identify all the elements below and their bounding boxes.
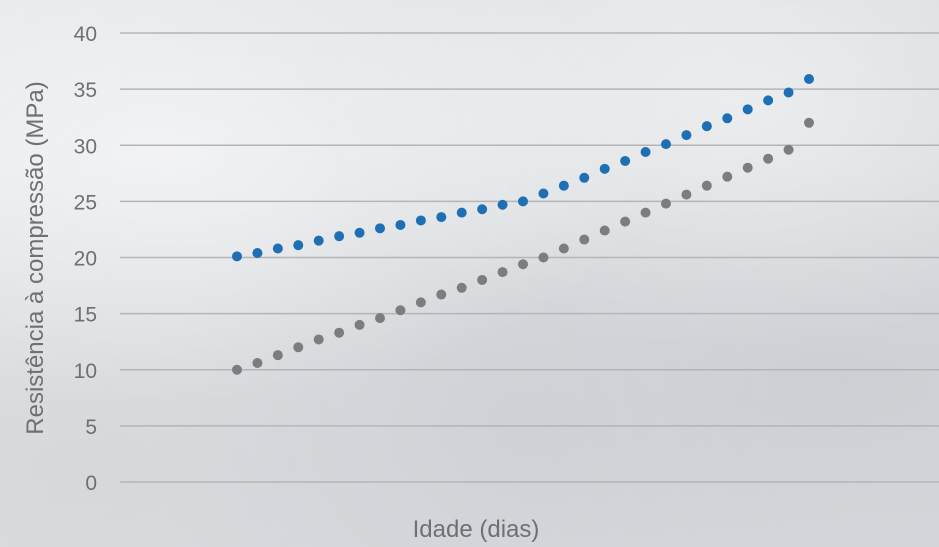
data-point	[742, 162, 753, 173]
data-point	[272, 243, 283, 254]
data-point	[497, 199, 508, 210]
y-tick-label: 10	[74, 360, 97, 383]
data-point	[334, 231, 345, 242]
data-point	[538, 188, 549, 199]
data-point	[375, 223, 385, 234]
data-point	[579, 172, 590, 183]
data-point	[599, 163, 610, 174]
data-point	[558, 180, 569, 191]
data-point	[518, 196, 528, 207]
data-point	[722, 113, 733, 124]
y-tick-label: 25	[74, 191, 97, 214]
y-tick-label: 5	[85, 416, 97, 439]
data-point	[415, 297, 426, 308]
data-point	[640, 207, 651, 218]
series-1	[232, 74, 814, 262]
data-point	[477, 204, 488, 215]
data-point	[701, 121, 712, 132]
data-point	[313, 334, 324, 345]
data-point	[497, 267, 508, 278]
y-tick-label: 15	[74, 304, 97, 327]
data-series	[232, 74, 814, 375]
y-tick-label: 40	[74, 23, 97, 46]
data-point	[701, 180, 712, 191]
data-point	[232, 251, 242, 262]
data-point	[252, 248, 263, 259]
data-point	[477, 274, 488, 285]
data-point	[538, 252, 549, 263]
data-point	[272, 350, 283, 361]
data-point	[722, 171, 733, 182]
data-point	[804, 117, 814, 128]
data-point	[232, 364, 242, 375]
series-2	[232, 117, 814, 375]
data-point	[456, 207, 467, 218]
y-tick-label: 20	[74, 248, 97, 271]
data-point	[558, 243, 569, 254]
y-tick-label: 35	[74, 79, 97, 102]
y-tick-labels: 0 5 10 15 20 25 30 35 40	[74, 23, 97, 495]
x-axis-title: Idade (dias)	[413, 516, 540, 543]
y-axis-title: Resistência à compressão (MPa)	[22, 81, 49, 434]
data-point	[354, 227, 365, 238]
data-point	[763, 153, 774, 164]
data-point	[313, 235, 324, 246]
data-point	[661, 198, 671, 209]
data-point	[763, 95, 774, 106]
data-point	[415, 215, 426, 226]
y-tick-label: 30	[74, 135, 97, 158]
data-point	[681, 189, 692, 200]
data-point	[579, 234, 590, 245]
data-point	[293, 240, 304, 251]
data-point	[354, 319, 365, 330]
data-point	[456, 282, 467, 293]
data-point	[375, 313, 385, 324]
data-point	[681, 130, 692, 141]
data-point	[640, 146, 651, 157]
data-point	[518, 259, 528, 270]
data-point	[252, 358, 263, 369]
data-point	[436, 212, 447, 223]
data-point	[436, 289, 447, 300]
data-point	[783, 87, 794, 98]
data-point	[293, 342, 304, 353]
data-point	[395, 305, 406, 316]
data-point	[783, 144, 794, 155]
data-point	[599, 225, 610, 236]
data-point	[395, 219, 406, 230]
gridlines	[120, 32, 939, 483]
data-point	[334, 327, 345, 338]
data-point	[620, 216, 631, 227]
y-tick-label: 0	[85, 472, 97, 495]
data-point	[804, 74, 814, 85]
data-point	[661, 139, 671, 150]
data-point	[620, 155, 631, 166]
data-point	[742, 104, 753, 115]
